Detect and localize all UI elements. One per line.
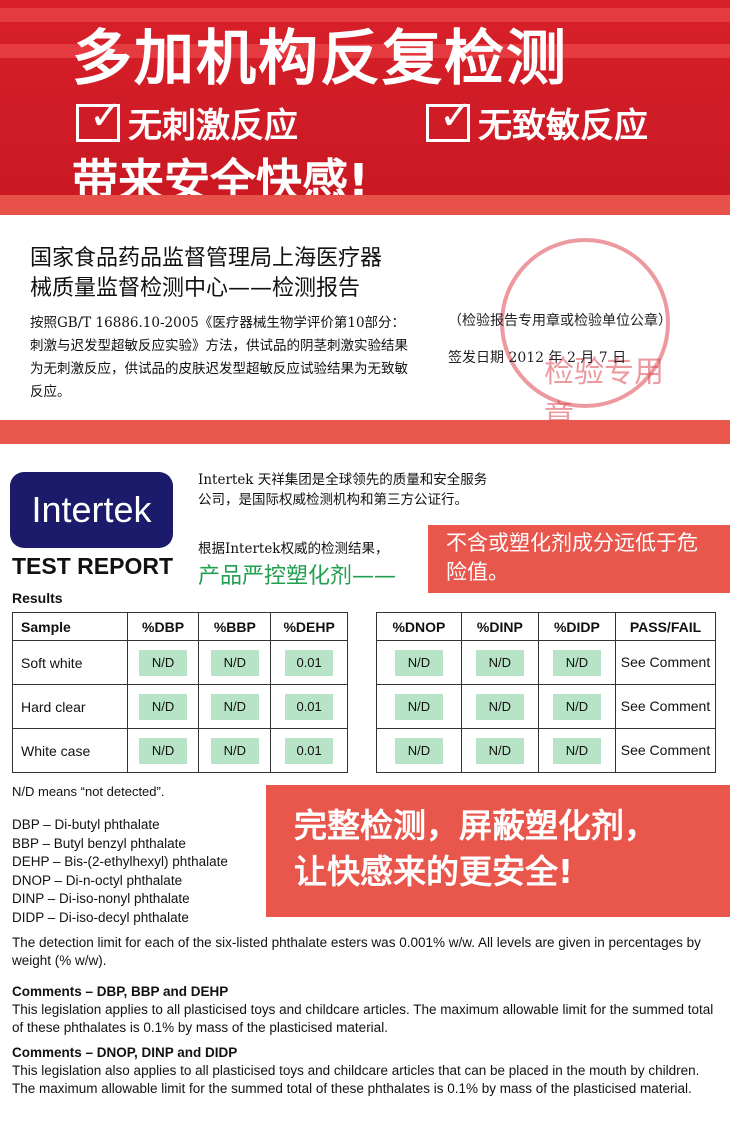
result-cell: 0.01	[270, 684, 348, 729]
column-header: %DINP	[460, 612, 539, 641]
stripe	[0, 44, 730, 58]
table-row: N/D N/D N/D See Comment	[376, 640, 716, 685]
result-cell: N/D	[126, 640, 200, 685]
result-cell: N/D	[198, 728, 272, 773]
divider	[0, 420, 730, 444]
comment-2: Comments – DNOP, DINP and DIDP This legis…	[12, 1045, 700, 1096]
abbreviation-item: BBP – Butyl benzyl phthalate	[12, 835, 186, 851]
intertek-intro2: 根据Intertek权威的检测结果，	[198, 541, 389, 557]
nd-note: N/D means “not detected”.	[12, 784, 165, 799]
results-label: Results	[12, 590, 63, 606]
column-header: %DBP	[126, 612, 200, 641]
abbreviation-item: DINP – Di-iso-nonyl phthalate	[12, 891, 190, 906]
divider	[0, 195, 730, 215]
callout-box-2: 完整检测，屏蔽塑化剂， 让快感来的更安全!	[266, 785, 730, 917]
table-row: Hard clear N/D N/D 0.01	[12, 684, 348, 729]
column-header: %DIDP	[537, 612, 617, 641]
result-cell: N/D	[460, 640, 539, 685]
check-item: ✓ 无致敏反应	[426, 93, 648, 147]
table-row: N/D N/D N/D See Comment	[376, 684, 716, 729]
top-banner: 多加机构反复检测 ✓ 无刺激反应 ✓ 无致敏反应 带来安全快感!	[0, 0, 730, 215]
result-cell: N/D	[198, 640, 272, 685]
abbreviation-item: DEHP – Bis-(2-ethylhexyl) phthalate	[12, 854, 228, 869]
result-cell: N/D	[537, 684, 617, 729]
abbreviation-item: DBP – Di-butyl phthalate	[12, 817, 160, 832]
result-cell: N/D	[460, 684, 539, 729]
comment-1: Comments – DBP, BBP and DEHP This legisla…	[12, 984, 714, 1035]
pass-fail-cell: See Comment	[615, 728, 716, 773]
test-report-title: TEST REPORT	[12, 553, 174, 579]
result-cell: N/D	[376, 640, 462, 685]
column-header: PASS/FAIL	[615, 612, 716, 641]
check-label: 无刺激反应	[128, 106, 298, 146]
abbreviation-item: DIDP – Di-iso-decyl phthalate	[12, 909, 189, 925]
result-cell: N/D	[126, 684, 200, 729]
table-row: Soft white N/D N/D 0.01	[12, 640, 348, 685]
pass-fail-cell: See Comment	[615, 684, 716, 729]
sample-name: Hard clear	[12, 684, 128, 729]
table-row: N/D N/D N/D See Comment	[376, 728, 716, 773]
sample-name: Soft white	[12, 640, 128, 685]
callout-box: 不含或塑化剂成分远低于危险值。	[428, 525, 730, 593]
column-header: Sample	[12, 612, 128, 641]
check-label: 无致敏反应	[478, 106, 648, 146]
abbreviation-list: DBP – Di-butyl phthalate BBP – Butyl benz…	[12, 816, 228, 927]
column-header: %DNOP	[376, 612, 462, 641]
table-row: White case N/D N/D 0.01	[12, 728, 348, 773]
column-header: %DEHP	[270, 612, 348, 641]
result-cell: N/D	[537, 640, 617, 685]
column-header: %BBP	[198, 612, 272, 641]
abbreviation-item: DNOP – Di-n-octyl phthalate	[12, 872, 183, 888]
pass-fail-cell: See Comment	[615, 640, 716, 685]
result-cell: N/D	[460, 728, 539, 773]
stripe	[0, 8, 730, 22]
cfda-body: 按照GB/T 16886.10-2005《医疗器械生物学评价第10部分：刺激与迟…	[30, 315, 408, 400]
results-table-left: Sample %DBP %BBP %DEHP Soft white N/D N/D 0.01 H…	[12, 612, 348, 773]
result-cell: N/D	[198, 684, 272, 729]
result-cell: N/D	[126, 728, 200, 773]
results-table-right: %DNOP %DINP %DIDP PASS/FAIL N/D N/D N/D See Com…	[376, 612, 716, 773]
intertek-intro: Intertek 天祥集团是全球领先的质量和安全服务公司，是国际权威检测机构和第…	[198, 472, 488, 508]
result-cell: N/D	[376, 728, 462, 773]
banner-title: 多加机构反复检测	[72, 24, 568, 94]
result-cell: N/D	[376, 684, 462, 729]
sign-date: 签发日期 2012 年 2 月 7 日	[448, 350, 627, 366]
result-cell: 0.01	[270, 728, 348, 773]
stamp-note: （检验报告专用章或检验单位公章）	[448, 313, 672, 329]
result-cell: N/D	[537, 728, 617, 773]
sample-name: White case	[12, 728, 128, 773]
cfda-heading: 国家食品药品监督管理局上海医疗器 械质量监督检测中心——检测报告	[30, 246, 383, 301]
green-highlight: 产品严控塑化剂——	[198, 564, 397, 589]
result-cell: 0.01	[270, 640, 348, 685]
checkbox-icon: ✓	[76, 93, 123, 142]
intertek-logo: Intertek	[10, 472, 173, 548]
detection-limit: The detection limit for each of the six-…	[12, 935, 701, 968]
check-item: ✓ 无刺激反应	[76, 93, 298, 147]
checkbox-icon: ✓	[426, 93, 473, 142]
